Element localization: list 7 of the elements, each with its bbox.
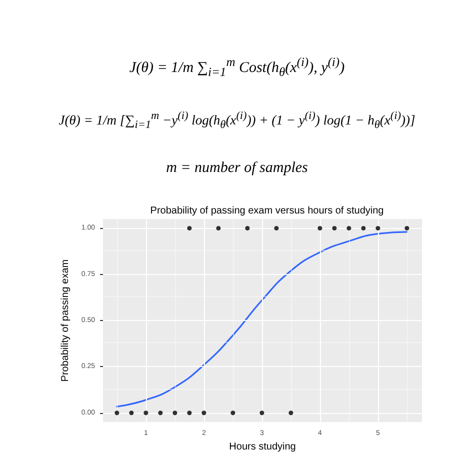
line-series <box>116 231 408 408</box>
x-axis-title: Hours studying <box>229 442 296 452</box>
text: J(θ) = 1/m ∑$_{i=1}$$^{m}$ Cost(h$_{θ}$(x$^{(i)}$), y$^{(i)}$) <box>129 55 345 79</box>
text: J(θ) = 1/m [∑$_{i=1}$$^{m}$ −y$^{(i)}$ log(h$_{θ}$(x$^{(i)}$)) + (1 − y$^{(i)}$) log(1 − h$_{θ}$(x$^{(i)}$))] <box>58 110 416 132</box>
text: m = number of samples <box>165 160 309 177</box>
chart-title: Probability of passing exam versus hours of studying <box>150 206 384 216</box>
y-axis-title: Probability of passing exam <box>60 259 71 382</box>
